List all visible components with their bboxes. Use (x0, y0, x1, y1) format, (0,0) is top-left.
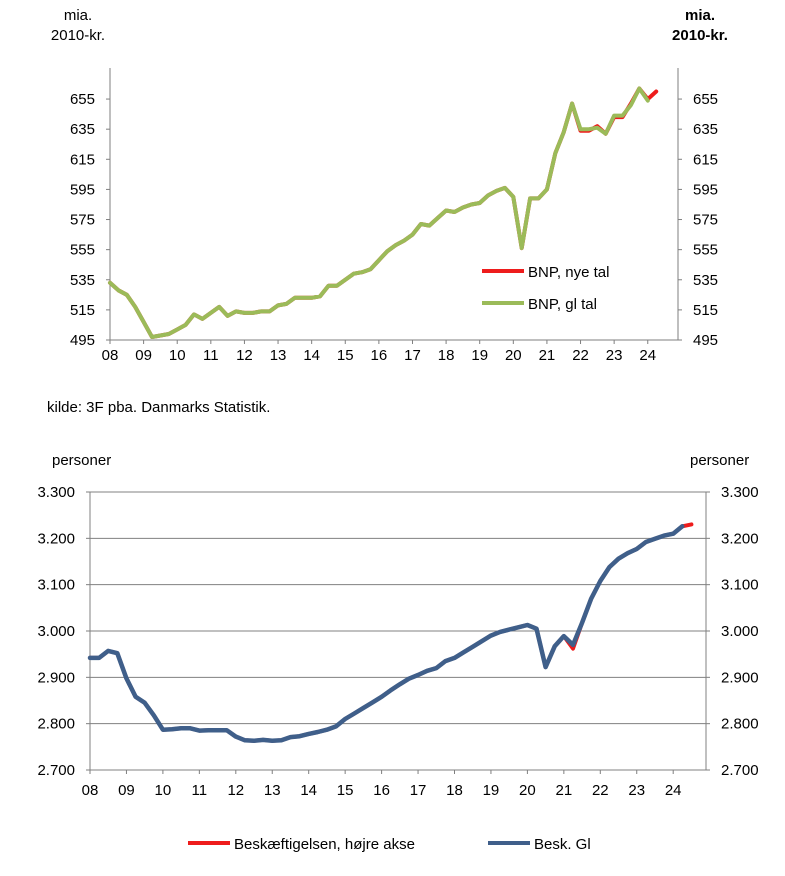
emp-x-tick-label: 09 (118, 782, 135, 799)
emp-x-tick-label: 23 (628, 782, 645, 799)
emp-left-tick-label: 3.300 (37, 484, 75, 501)
emp-left-tick-labels: 2.700 2.800 2.900 3.000 3.100 3.200 3.300 (37, 484, 90, 779)
bnp-series-line-bnp-gl-tal (108, 86, 650, 339)
employment-chart: personer personer 2.700 2.800 2.900 3.000 3.… (37, 452, 758, 853)
emp-right-tick-label: 2.900 (721, 669, 759, 686)
legend-label-bnp-nye: BNP, nye tal (528, 264, 609, 281)
bnp-right-unit-line2: 2010-kr. (672, 27, 728, 44)
emp-right-tick-label: 3.100 (721, 577, 759, 594)
emp-left-tick-label: 2.900 (37, 669, 75, 686)
legend-label-emp-gl: Besk. Gl (534, 836, 591, 853)
emp-left-tick-label: 2.800 (37, 716, 75, 733)
bnp-right-tick-label: 515 (693, 302, 718, 319)
emp-x-tick-label: 19 (483, 782, 500, 799)
bnp-right-unit-line1: mia. (685, 7, 715, 24)
bnp-x-tick-label: 18 (438, 347, 455, 364)
emp-x-tick-label: 24 (665, 782, 682, 799)
bnp-x-tick-label: 09 (135, 347, 152, 364)
emp-left-tick-label: 3.200 (37, 530, 75, 547)
bnp-right-tick-label: 575 (693, 212, 718, 229)
bnp-right-tick-label: 595 (693, 181, 718, 198)
bnp-right-tick-label: 615 (693, 151, 718, 168)
emp-x-tick-label: 10 (155, 782, 172, 799)
bnp-x-tick-label: 14 (303, 347, 320, 364)
emp-series-line-besk-ftigelsen-h-jre-akse (88, 522, 694, 743)
bnp-x-tick-label: 19 (471, 347, 488, 364)
bnp-x-tick-label: 12 (236, 347, 253, 364)
emp-series-line-besk-gl (87, 524, 685, 744)
emp-right-tick-label: 3.200 (721, 530, 759, 547)
bnp-x-tick-label: 16 (371, 347, 388, 364)
emp-left-tick-label: 3.100 (37, 577, 75, 594)
bnp-right-tick-label: 555 (693, 242, 718, 259)
bnp-x-tick-label: 15 (337, 347, 354, 364)
emp-right-unit: personer (690, 452, 749, 469)
bnp-left-tick-label: 635 (70, 121, 95, 138)
bnp-left-tick-label: 615 (70, 151, 95, 168)
bnp-left-tick-label: 655 (70, 91, 95, 108)
bnp-legend: BNP, nye tal BNP, gl tal (482, 264, 609, 313)
bnp-right-tick-label: 535 (693, 272, 718, 289)
emp-right-tick-labels: 2.700 2.800 2.900 3.000 3.100 3.200 3.300 (706, 484, 759, 779)
bnp-right-tick-label: 655 (693, 91, 718, 108)
legend-label-emp-nye: Beskæftigelsen, højre akse (234, 836, 415, 853)
bnp-left-tick-label: 535 (70, 272, 95, 289)
bnp-right-tick-labels: 495 515 535 555 575 595 615 635 655 (678, 91, 718, 349)
bnp-left-tick-label: 595 (70, 181, 95, 198)
emp-x-tick-label: 13 (264, 782, 281, 799)
bnp-right-tick-label: 495 (693, 332, 718, 349)
emp-right-tick-label: 2.800 (721, 716, 759, 733)
bnp-x-tick-label: 20 (505, 347, 522, 364)
bnp-x-tick-label: 24 (639, 347, 656, 364)
emp-x-tick-label: 22 (592, 782, 609, 799)
bnp-x-tick-label: 23 (606, 347, 623, 364)
emp-x-tick-label: 20 (519, 782, 536, 799)
emp-x-tick-labels: 08 09 10 11 12 13 14 15 16 17 18 19 20 21 22 23 24 (82, 770, 682, 799)
emp-left-tick-label: 2.700 (37, 762, 75, 779)
emp-right-tick-label: 3.300 (721, 484, 759, 501)
bnp-x-tick-labels: 08 09 10 11 12 13 14 15 16 17 18 19 20 21 22 23 24 (102, 340, 656, 364)
source-note: kilde: 3F pba. Danmarks Statistik. (47, 399, 270, 416)
bnp-right-tick-label: 635 (693, 121, 718, 138)
bnp-x-tick-label: 08 (102, 347, 119, 364)
bnp-x-tick-label: 21 (539, 347, 556, 364)
bnp-x-tick-label: 10 (169, 347, 186, 364)
emp-x-tick-label: 12 (227, 782, 244, 799)
emp-x-tick-label: 21 (556, 782, 573, 799)
bnp-left-tick-label: 575 (70, 212, 95, 229)
bnp-chart: mia. 2010-kr. mia. 2010-kr. 495 515 535 555… (51, 7, 728, 364)
emp-right-tick-label: 2.700 (721, 762, 759, 779)
bnp-left-tick-label: 495 (70, 332, 95, 349)
emp-gridlines (90, 491, 706, 725)
emp-x-tick-label: 11 (192, 782, 208, 799)
emp-left-tick-label: 3.000 (37, 623, 75, 640)
emp-x-tick-label: 08 (82, 782, 99, 799)
emp-x-tick-label: 14 (300, 782, 317, 799)
emp-legend: Beskæftigelsen, højre akse Besk. Gl (188, 836, 591, 853)
bnp-left-tick-label: 555 (70, 242, 95, 259)
bnp-left-tick-label: 515 (70, 302, 95, 319)
emp-right-tick-label: 3.000 (721, 623, 759, 640)
bnp-left-unit-line1: mia. (64, 7, 92, 24)
emp-left-unit: personer (52, 452, 111, 469)
emp-x-tick-label: 17 (410, 782, 427, 799)
emp-x-tick-label: 16 (373, 782, 390, 799)
bnp-x-tick-label: 22 (572, 347, 589, 364)
emp-x-tick-label: 18 (446, 782, 463, 799)
bnp-x-tick-label: 17 (404, 347, 421, 364)
bnp-left-tick-labels: 495 515 535 555 575 595 615 635 655 (70, 91, 110, 349)
legend-label-bnp-gl: BNP, gl tal (528, 296, 597, 313)
bnp-series-lines (108, 86, 659, 339)
emp-series-lines (87, 522, 694, 744)
bnp-left-unit-line2: 2010-kr. (51, 27, 105, 44)
emp-x-tick-label: 15 (337, 782, 354, 799)
bnp-x-tick-label: 13 (270, 347, 287, 364)
bnp-x-tick-label: 11 (203, 347, 219, 364)
